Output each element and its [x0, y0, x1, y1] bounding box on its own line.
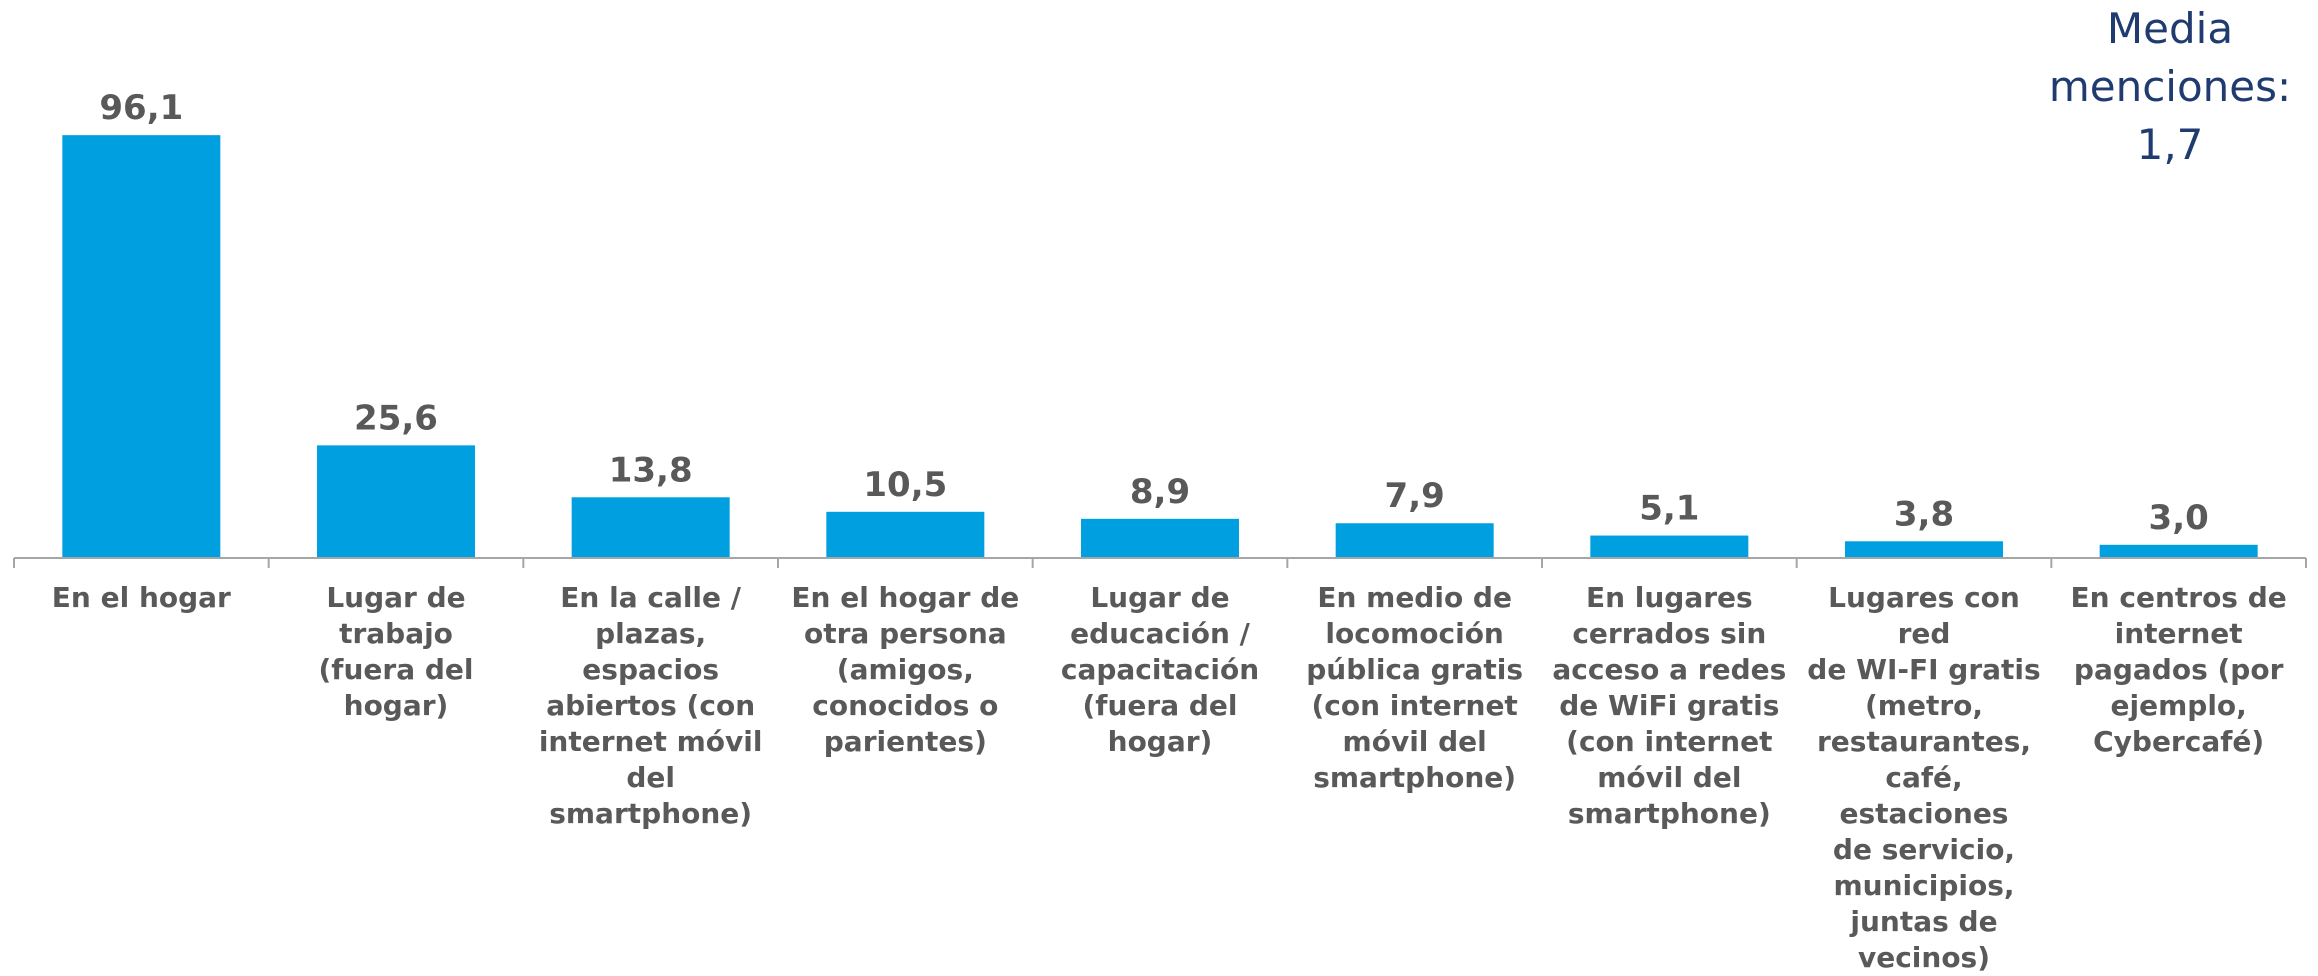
category-label: En lugares cerrados sin acceso a redes de W… [1544, 580, 1794, 832]
value-label: 5,1 [1639, 489, 1699, 529]
category-label: Lugar de trabajo (fuera del hogar) [271, 580, 521, 724]
category-label-line: Cybercafé) [2093, 725, 2265, 758]
category-label-line: móvil del [1597, 761, 1742, 794]
category-label-line: cerrados sin [1572, 617, 1767, 650]
category-label-line: de WI-FI gratis [1807, 653, 2041, 686]
value-labels-group: 96,1 25,6 13,8 10,5 8,9 7,9 5,1 3,8 3,0 [99, 88, 2208, 538]
value-label: 7,9 [1385, 476, 1445, 516]
category-label-line: (con internet [1566, 725, 1773, 758]
category-label-line: (con internet [1311, 689, 1518, 722]
category-label-line: vecinos) [1857, 941, 1991, 974]
category-label-line: smartphone) [1313, 761, 1517, 794]
value-label: 13,8 [609, 450, 693, 490]
category-label: En medio de locomoción pública gratis (con … [1290, 580, 1540, 796]
category-label-line: internet móvil [538, 725, 763, 758]
bar [2099, 544, 2258, 558]
category-label-line: (fuera del [318, 653, 474, 686]
category-label-line: (fuera del [1082, 689, 1238, 722]
category-label-line: capacitación [1060, 653, 1260, 686]
category-label-line: (metro, [1864, 689, 1984, 722]
category-label-line: acceso a redes [1552, 653, 1787, 686]
bar [62, 135, 221, 558]
category-label: En el hogar [16, 580, 266, 616]
value-label: 8,9 [1130, 472, 1190, 512]
category-label-line: hogar) [1107, 725, 1213, 758]
category-label-line: internet [2114, 617, 2243, 650]
category-label-line: de servicio, [1832, 833, 2016, 866]
category-label-line: En medio de [1317, 581, 1512, 614]
value-label: 3,0 [2149, 498, 2209, 538]
category-label-line: En lugares [1585, 581, 1753, 614]
category-label-line: café, estaciones [1839, 761, 2009, 830]
category-label: En la calle / plazas, espacios abiertos (c… [526, 580, 776, 832]
category-label-line: educación / [1070, 617, 1250, 650]
annotation-line-3: 1,7 [2136, 120, 2204, 169]
bar [317, 445, 475, 558]
category-label-line: pagados (por [2073, 653, 2284, 686]
value-label: 25,6 [354, 398, 438, 438]
category-label-line: Lugar de [1090, 581, 1230, 614]
bars-group [62, 135, 2258, 558]
category-label-line: Lugar de trabajo [326, 581, 466, 650]
category-label-line: smartphone) [1567, 797, 1771, 830]
category-label-line: abiertos (con [546, 689, 756, 722]
bar [826, 511, 985, 558]
category-label-line: ejemplo, [2110, 689, 2247, 722]
category-label-line: móvil del [1342, 725, 1487, 758]
bar-chart: 96,1 25,6 13,8 10,5 8,9 7,9 5,1 3,8 3,0 [13, 88, 2307, 568]
value-label: 10,5 [863, 465, 947, 505]
category-label-line: En el hogar [51, 581, 231, 614]
category-label-line: otra persona [804, 617, 1007, 650]
annotation-line-1: Media [2106, 4, 2234, 53]
category-label-line: conocidos o [812, 689, 999, 722]
category-label-line: En el hogar de [791, 581, 1020, 614]
category-label: Lugar de educación / capacitación (fuera de… [1035, 580, 1285, 760]
bar [1335, 523, 1494, 558]
category-label-line: juntas de [1850, 905, 1998, 938]
category-label-line: restaurantes, [1817, 725, 2031, 758]
category-label-line: Lugares con red [1828, 581, 2020, 650]
x-axis-ticks-group [13, 558, 2307, 568]
bar [1081, 518, 1239, 558]
category-label-line: locomoción [1325, 617, 1504, 650]
category-label-line: hogar) [343, 689, 449, 722]
bar [1845, 541, 2003, 558]
category-label-line: del smartphone) [549, 761, 753, 830]
category-label-line: pública gratis [1306, 653, 1524, 686]
category-label-line: (amigos, [836, 653, 974, 686]
category-label-line: municipios, [1833, 869, 2015, 902]
category-label-line: parientes) [823, 725, 987, 758]
bar [1590, 535, 1749, 558]
mean-mentions-annotation: Media menciones: 1,7 [2040, 0, 2300, 174]
category-label-line: En la calle / [560, 581, 741, 614]
category-label-line: En centros de [2070, 581, 2287, 614]
category-label: Lugares con red de WI-FI gratis (metro, res… [1799, 580, 2049, 976]
category-label: En centros de internet pagados (por ejemplo… [2054, 580, 2304, 760]
category-label-line: de WiFi gratis [1559, 689, 1780, 722]
category-label-line: plazas, espacios [582, 617, 719, 686]
annotation-line-2: menciones: [2048, 62, 2292, 111]
value-label: 96,1 [99, 88, 183, 128]
category-label: En el hogar de otra persona (amigos, conoci… [780, 580, 1030, 760]
value-label: 3,8 [1894, 494, 1954, 534]
bar [571, 497, 730, 558]
